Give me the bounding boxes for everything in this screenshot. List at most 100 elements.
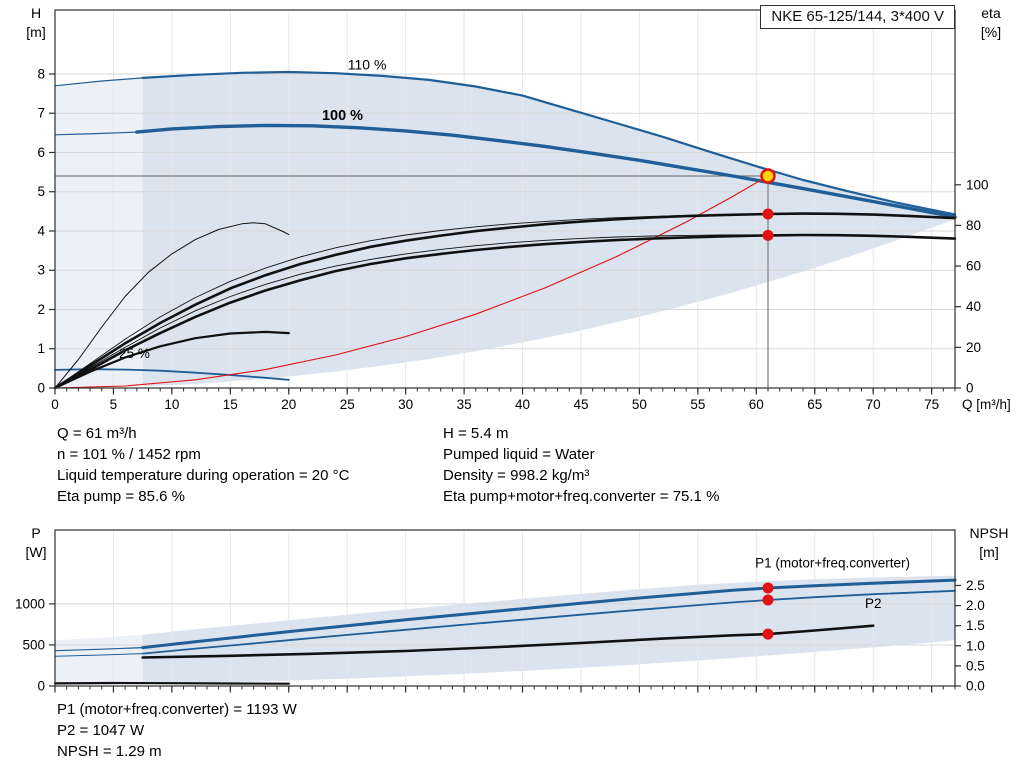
p1-point — [762, 582, 774, 594]
info-line: Density = 998.2 kg/m³ — [443, 467, 590, 484]
y-right-tick-label: 0.5 — [966, 658, 985, 673]
speed-curve-110 — [141, 70, 957, 216]
power-info: P1 (motor+freq.converter) = 1193 W P2 = … — [57, 699, 297, 762]
p1-label: P1 (motor+freq.converter) — [755, 556, 910, 571]
y-left-tick-label: 6 — [37, 145, 45, 160]
qh-eta-chart-areas — [55, 72, 955, 389]
power-npsh-chart-markers — [762, 582, 774, 640]
info-line: Eta pump+motor+freq.converter = 75.1 % — [443, 488, 720, 505]
speed-label-100: 100 % — [322, 108, 363, 124]
y-left-tick-label: 500 — [22, 637, 45, 652]
x-tick-label: 25 — [340, 397, 355, 412]
y-left-tick-label: 8 — [37, 66, 45, 81]
info-line: Eta pump = 85.6 % — [57, 488, 185, 505]
speed-curve-110-ext — [54, 77, 144, 87]
power-npsh-chart-annotations: P1 (motor+freq.converter) P2 — [755, 556, 910, 611]
eta-axis-symbol: eta — [981, 5, 1001, 21]
eta-total-curve — [53, 233, 957, 390]
eta-pump-curve — [53, 212, 957, 390]
qh-eta-chart-series — [53, 70, 957, 390]
npsh-curve — [141, 624, 875, 659]
info-line: Liquid temperature during operation = 20… — [57, 467, 350, 484]
y-right-tick-label: 0.0 — [966, 679, 985, 694]
x-tick-label: 15 — [223, 397, 238, 412]
p2-label: P2 — [865, 596, 882, 611]
y-right-tick-label: 40 — [966, 299, 981, 314]
low-flow-region — [55, 634, 143, 685]
eta-total-thin — [54, 234, 757, 389]
x-tick-label: 75 — [924, 397, 939, 412]
info-line: P2 = 1047 W — [57, 722, 145, 739]
x-tick-label: 30 — [398, 397, 413, 412]
power-npsh-chart-grid — [55, 530, 955, 686]
pump-model: NKE 65-125/144, 3*400 V — [771, 8, 944, 25]
x-tick-label: 45 — [573, 397, 588, 412]
power-npsh-chart-axes: 0 500 1000 0.0 0.5 1.0 1.5 2.0 2.5 — [15, 529, 985, 694]
p2-curve — [141, 589, 956, 655]
speed-label-25: 25 % — [119, 346, 150, 361]
x-tick-label: 10 — [164, 397, 179, 412]
p2-point — [762, 594, 774, 606]
p1-curve — [141, 578, 957, 650]
info-line: NPSH = 1.29 m — [57, 743, 162, 760]
x-tick-label: 50 — [632, 397, 647, 412]
y-left-tick-label: 1 — [37, 341, 45, 356]
qh-eta-chart-axes: 0 5 10 15 20 25 30 35 40 45 50 55 60 65 70 75 Q [m³/h]01… — [37, 9, 1011, 412]
qh-eta-chart-markers — [760, 168, 776, 241]
npsh-axis-symbol: NPSH — [969, 525, 1009, 541]
qh-eta-chart: 0 5 10 15 20 25 30 35 40 45 50 55 60 65 70 75 Q [m³/h]01… — [37, 9, 1011, 412]
power-npsh-chart-series — [53, 578, 957, 685]
eta-curve-reduced-speed — [54, 222, 290, 389]
control-curve — [54, 175, 769, 389]
y-left-tick-label: 2 — [37, 302, 45, 317]
y-left-tick-label: 7 — [37, 106, 45, 121]
y-right-tick-label: 0 — [966, 381, 974, 396]
x-tick-label: 65 — [807, 397, 822, 412]
y-right-tick-label: 1.0 — [966, 638, 985, 653]
p-axis-symbol: P — [31, 525, 41, 541]
x-tick-label: 5 — [110, 397, 118, 412]
h-axis-symbol: H — [30, 5, 42, 21]
power-npsh-chart-frame — [54, 529, 956, 687]
info-line: n = 101 % / 1452 rpm — [57, 446, 201, 463]
p-axis-label: P [W] — [16, 524, 56, 562]
y-right-tick-label: 100 — [966, 177, 989, 192]
x-tick-label: 20 — [281, 397, 296, 412]
y-right-tick-label: 80 — [966, 218, 981, 233]
npsh-axis-label: NPSH [m] — [958, 524, 1020, 562]
duty-point — [760, 168, 776, 184]
duty-info-right: H = 5.4 m Pumped liquid = Water Density … — [443, 423, 719, 507]
y-right-tick-label: 2.5 — [966, 578, 985, 593]
x-tick-label: 60 — [749, 397, 764, 412]
y-left-tick-label: 3 — [37, 263, 45, 278]
y-right-tick-label: 60 — [966, 259, 981, 274]
x-axis-unit-label: Q [m³/h] — [962, 397, 1011, 412]
eta-total-point — [762, 229, 774, 241]
x-tick-label: 35 — [457, 397, 472, 412]
y-right-tick-label: 1.5 — [966, 618, 985, 633]
y-left-tick-label: 4 — [37, 223, 45, 238]
speed-curve-100 — [135, 123, 957, 219]
speed-label-110: 110 % — [348, 56, 387, 72]
speed-curve-100-ext — [54, 131, 138, 136]
y-left-tick-label: 5 — [37, 184, 45, 199]
info-line: H = 5.4 m — [443, 425, 509, 442]
p-axis-unit: [W] — [25, 544, 47, 560]
info-line: P1 (motor+freq.converter) = 1193 W — [57, 701, 297, 718]
h-axis-label: H [m] — [16, 4, 56, 42]
h-axis-unit: [m] — [26, 24, 46, 40]
low-flow-region — [55, 77, 143, 389]
p-low-speed-curve — [53, 681, 290, 685]
power-npsh-chart: 0 500 1000 0.0 0.5 1.0 1.5 2.0 2.5 P1 (motor+freq… — [15, 529, 985, 694]
eta-pump-point — [762, 208, 774, 220]
duty-info-left: Q = 61 m³/h n = 101 % / 1452 rpm Liquid … — [57, 423, 349, 507]
eta-axis-label: eta [%] — [966, 4, 1016, 42]
qh-eta-chart-frame — [54, 9, 956, 389]
npsh-point — [762, 628, 774, 640]
info-line: Q = 61 m³/h — [57, 425, 137, 442]
eta-axis-unit: [%] — [980, 24, 1002, 40]
pump-model-box: NKE 65-125/144, 3*400 V — [760, 5, 955, 29]
y-left-tick-label: 1000 — [15, 596, 45, 611]
